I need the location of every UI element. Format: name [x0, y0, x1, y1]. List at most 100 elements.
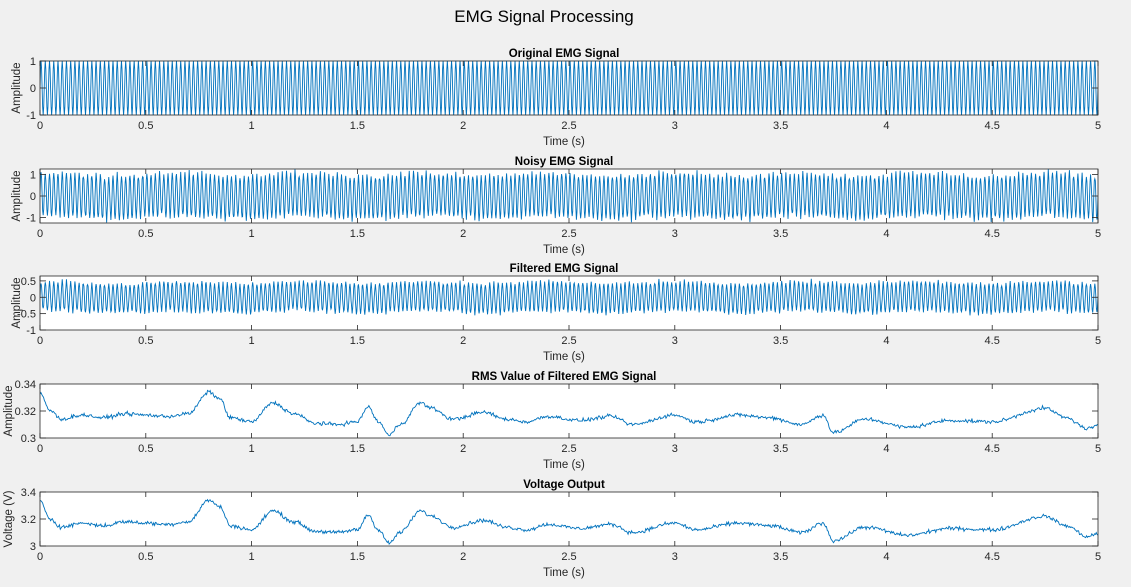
x-tick-label: 1.5: [350, 443, 365, 455]
x-tick-label: 1: [249, 443, 255, 455]
x-tick-label: 3: [672, 551, 678, 563]
x-tick-label: 3.5: [773, 335, 788, 347]
x-tick-label: 1.5: [350, 228, 365, 240]
y-tick-label: 3.4: [21, 487, 36, 499]
y-axis-label: Amplitude: [11, 170, 23, 221]
x-axis-label: Time (s): [543, 244, 585, 256]
x-tick-label: 2.5: [561, 335, 576, 347]
x-tick-label: 4: [883, 551, 889, 563]
x-tick-label: 0: [37, 120, 43, 132]
y-tick-label: 3: [30, 541, 36, 553]
plot-area: [40, 384, 1098, 438]
y-tick-label: 1: [30, 169, 36, 181]
x-axis-label: Time (s): [543, 351, 585, 363]
x-tick-label: 4.5: [985, 551, 1000, 563]
y-tick-label: 0.32: [15, 406, 36, 418]
x-tick-label: 2: [460, 443, 466, 455]
figure-title: EMG Signal Processing: [454, 7, 634, 26]
x-tick-label: 2.5: [561, 120, 576, 132]
y-axis-label: Amplitude: [11, 277, 23, 328]
series-line-1: [40, 169, 1098, 223]
x-tick-label: 5: [1095, 551, 1101, 563]
x-tick-label: 1: [249, 335, 255, 347]
x-tick-label: 0.5: [138, 120, 153, 132]
y-tick-label: 0.3: [21, 433, 36, 445]
series-line-1: [40, 498, 1098, 545]
x-tick-label: 5: [1095, 335, 1101, 347]
y-axis-label: Amplitude: [3, 385, 15, 436]
x-tick-label: 2: [460, 551, 466, 563]
x-tick-label: 0: [37, 551, 43, 563]
x-tick-label: 0.5: [138, 551, 153, 563]
x-tick-label: 5: [1095, 228, 1101, 240]
x-tick-label: 5: [1095, 443, 1101, 455]
series-line-1: [40, 61, 1098, 115]
subplot-title: Voltage Output: [523, 479, 605, 491]
y-tick-label: -1: [26, 213, 36, 225]
x-tick-label: 2.5: [561, 551, 576, 563]
x-tick-label: 0.5: [138, 228, 153, 240]
y-tick-label: 0: [30, 292, 36, 304]
x-tick-label: 0.5: [138, 335, 153, 347]
x-tick-label: 1.5: [350, 335, 365, 347]
x-axis-label: Time (s): [543, 136, 585, 148]
series-line-1: [40, 278, 1098, 316]
x-tick-label: 0: [37, 443, 43, 455]
x-tick-label: 1.5: [350, 551, 365, 563]
x-tick-label: 2: [460, 335, 466, 347]
y-tick-label: -1: [26, 325, 36, 337]
x-tick-label: 1.5: [350, 120, 365, 132]
x-tick-label: 4: [883, 120, 889, 132]
y-tick-label: 0: [30, 191, 36, 203]
x-tick-label: 0: [37, 228, 43, 240]
y-tick-label: 0.34: [15, 379, 36, 391]
x-tick-label: 3.5: [773, 443, 788, 455]
subplot-title: Original EMG Signal: [509, 48, 620, 60]
y-tick-label: 3.2: [21, 514, 36, 526]
y-tick-label: -1: [26, 110, 36, 122]
x-tick-label: 3: [672, 120, 678, 132]
subplot-title: Noisy EMG Signal: [515, 156, 613, 168]
x-tick-label: 0: [37, 335, 43, 347]
x-tick-label: 3: [672, 228, 678, 240]
y-axis-label: Amplitude: [11, 62, 23, 113]
x-tick-label: 2.5: [561, 443, 576, 455]
subplot-title: Filtered EMG Signal: [510, 263, 619, 275]
x-tick-label: 4: [883, 443, 889, 455]
x-tick-label: 4.5: [985, 443, 1000, 455]
x-tick-label: 4.5: [985, 228, 1000, 240]
x-tick-label: 3.5: [773, 120, 788, 132]
x-tick-label: 0.5: [138, 443, 153, 455]
x-tick-label: 4: [883, 335, 889, 347]
x-tick-label: 4.5: [985, 120, 1000, 132]
plot-area: [40, 492, 1098, 546]
subplot-rms-value-of-filtered-emg-signal: 0 0.5 1 1.5 2 2.5 3 3.5 4 4.5 5 0.3 0.32 0.34 RMS Valu…: [3, 371, 1101, 471]
x-tick-label: 4: [883, 228, 889, 240]
x-tick-label: 4.5: [985, 335, 1000, 347]
x-tick-label: 2: [460, 228, 466, 240]
x-tick-label: 3.5: [773, 551, 788, 563]
subplot-filtered-emg-signal: 0 0.5 1 1.5 2 2.5 3 3.5 4 4.5 5 -1 -0.5 0 0.5 Filtered …: [11, 263, 1101, 363]
y-tick-label: 0: [30, 83, 36, 95]
x-tick-label: 2.5: [561, 228, 576, 240]
x-tick-label: 1: [249, 120, 255, 132]
x-tick-label: 1: [249, 551, 255, 563]
x-tick-label: 2: [460, 120, 466, 132]
y-tick-label: -0.5: [17, 309, 36, 321]
x-tick-label: 3: [672, 443, 678, 455]
x-tick-label: 5: [1095, 120, 1101, 132]
y-tick-label: 1: [30, 56, 36, 68]
series-line-1: [40, 389, 1098, 437]
subplot-voltage-output: 0 0.5 1 1.5 2 2.5 3 3.5 4 4.5 5 3 3.2 3.4 Voltage Outp…: [3, 479, 1101, 579]
x-axis-label: Time (s): [543, 459, 585, 471]
x-tick-label: 3.5: [773, 228, 788, 240]
x-axis-label: Time (s): [543, 567, 585, 579]
x-tick-label: 1: [249, 228, 255, 240]
x-tick-label: 3: [672, 335, 678, 347]
y-axis-label: Voltage (V): [3, 490, 15, 547]
y-tick-label: 0.5: [21, 276, 36, 288]
